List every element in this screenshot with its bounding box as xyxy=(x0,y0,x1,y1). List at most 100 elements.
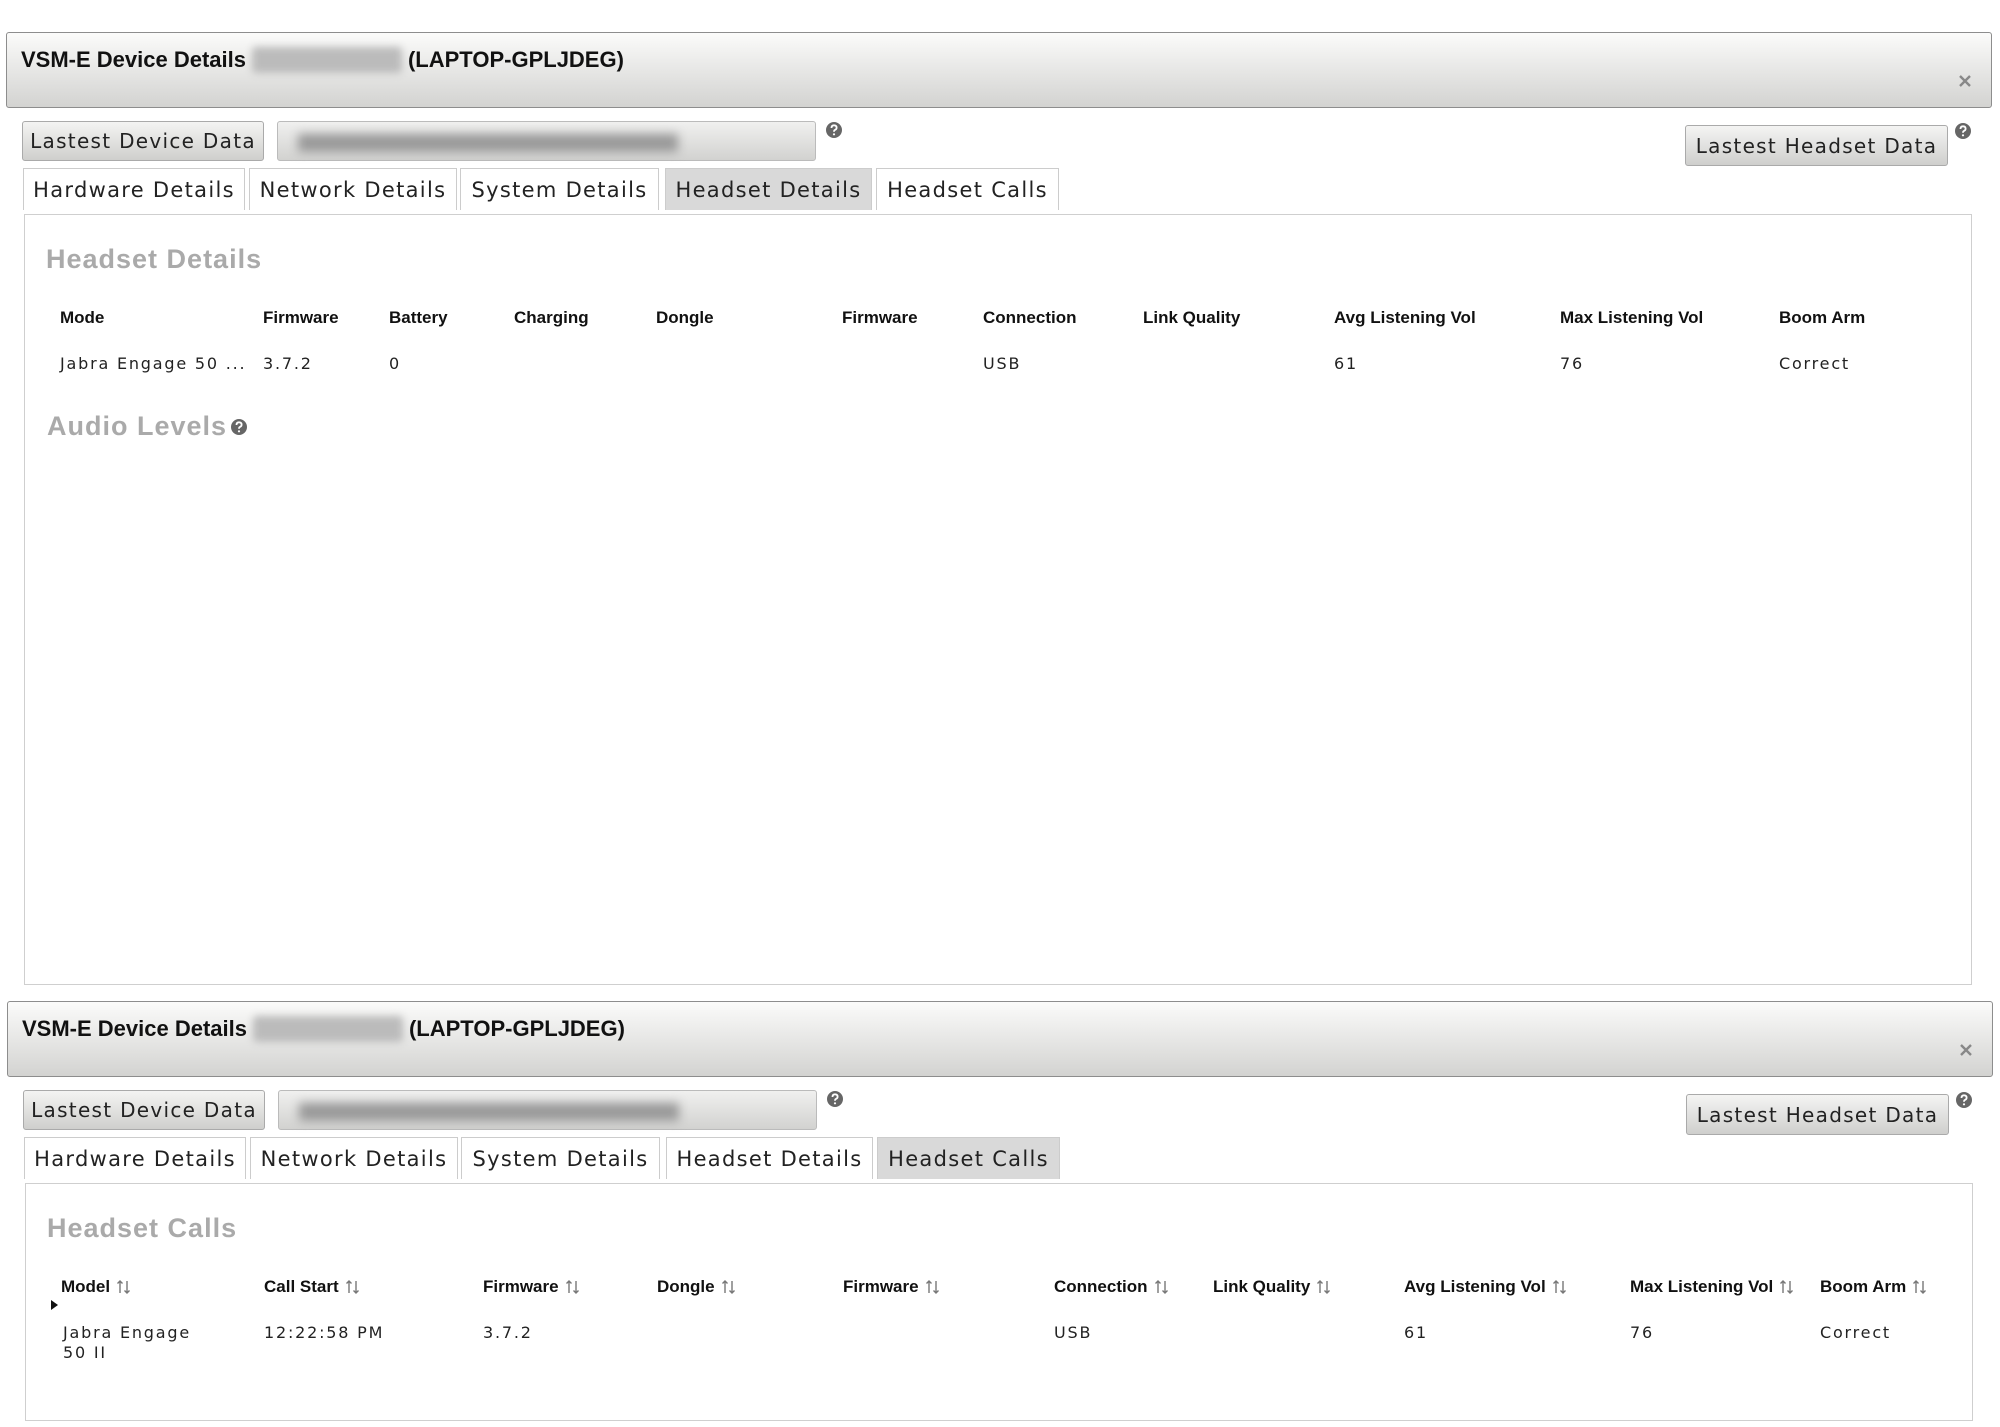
table-cell: 0 xyxy=(389,354,401,373)
table-header: Firmware xyxy=(483,1277,581,1297)
header-text: Max Listening Vol xyxy=(1630,1277,1774,1296)
content-box xyxy=(25,1183,1973,1421)
header-text: Max Listening Vol xyxy=(1560,308,1704,327)
headset-data-button[interactable]: Lastest Headset Data xyxy=(1686,1094,1949,1135)
table-header: Boom Arm xyxy=(1820,1277,1928,1297)
table-header: Firmware xyxy=(263,308,339,328)
header-text: Firmware xyxy=(843,1277,919,1296)
sort-icon[interactable] xyxy=(345,1279,361,1295)
blurred-date xyxy=(298,134,678,152)
sort-icon[interactable] xyxy=(1316,1279,1332,1295)
table-header: Boom Arm xyxy=(1779,308,1865,328)
table-header: Firmware xyxy=(842,308,918,328)
header-text: Link Quality xyxy=(1213,1277,1311,1296)
section-title: Headset Details xyxy=(46,244,263,274)
device: (LAPTOP-GPLJDEG) xyxy=(407,47,624,72)
header-text: Link Quality xyxy=(1143,308,1241,327)
table-cell: 61 xyxy=(1334,354,1358,373)
table-cell: USB xyxy=(983,354,1022,373)
header-text: Connection xyxy=(983,308,1077,327)
table-header: Model xyxy=(61,1277,132,1297)
help-icon[interactable] xyxy=(826,122,842,138)
help-icon[interactable] xyxy=(827,1091,843,1107)
table-header: Firmware xyxy=(843,1277,941,1297)
device-data-button[interactable]: Lastest Device Data xyxy=(22,121,264,161)
table-cell: 76 xyxy=(1630,1323,1654,1342)
blurred-name xyxy=(251,47,402,73)
tab[interactable]: Headset Details xyxy=(665,168,872,210)
blurred-name xyxy=(252,1016,403,1042)
table-cell: 76 xyxy=(1560,354,1584,373)
table-header: Connection xyxy=(1054,1277,1170,1297)
table-header: Dongle xyxy=(657,1277,737,1297)
table-header: Avg Listening Vol xyxy=(1334,308,1476,328)
header-text: Dongle xyxy=(657,1277,715,1296)
table-header: Connection xyxy=(983,308,1077,328)
tab[interactable]: System Details xyxy=(460,168,659,210)
table-cell: 3.7.2 xyxy=(483,1323,533,1342)
tab[interactable]: Network Details xyxy=(249,168,457,210)
table-header: Charging xyxy=(514,308,589,328)
table-cell: 12:22:58 PM xyxy=(264,1323,385,1342)
header-text: Dongle xyxy=(656,308,714,327)
close-icon[interactable] xyxy=(1958,74,1972,88)
blurred-date xyxy=(299,1103,679,1121)
panel-header: VSM-E Device Details (LAPTOP-GPLJDEG) xyxy=(6,32,1992,108)
close-icon[interactable] xyxy=(1959,1043,1973,1057)
tab[interactable]: System Details xyxy=(461,1137,660,1179)
tab[interactable]: Network Details xyxy=(250,1137,458,1179)
sort-icon[interactable] xyxy=(1552,1279,1568,1295)
tab[interactable]: Headset Details xyxy=(666,1137,873,1179)
table-cell: 3.7.2 xyxy=(263,354,313,373)
device-data-button[interactable]: Lastest Device Data xyxy=(23,1090,265,1130)
expand-icon[interactable] xyxy=(50,1299,59,1311)
header-text: Charging xyxy=(514,308,589,327)
table-cell: USB xyxy=(1054,1323,1093,1342)
tab[interactable]: Hardware Details xyxy=(23,168,245,210)
sort-icon[interactable] xyxy=(1779,1279,1795,1295)
table-cell: Jabra Engage 50 ... xyxy=(60,354,247,373)
header-text: Mode xyxy=(60,308,105,327)
header-text: Model xyxy=(61,1277,111,1296)
table-cell: Jabra Engage 50 II xyxy=(63,1323,191,1362)
sort-icon[interactable] xyxy=(1154,1279,1170,1295)
help-icon[interactable] xyxy=(231,419,247,435)
table-header: Avg Listening Vol xyxy=(1404,1277,1568,1297)
header-text: Battery xyxy=(389,308,448,327)
header-text: Boom Arm xyxy=(1820,1277,1907,1296)
sort-icon[interactable] xyxy=(925,1279,941,1295)
table-header: Max Listening Vol xyxy=(1560,308,1703,328)
header-text: Firmware xyxy=(842,308,918,327)
table-cell: 61 xyxy=(1404,1323,1428,1342)
date-range[interactable] xyxy=(277,121,816,161)
tab[interactable]: Headset Calls xyxy=(877,1137,1060,1179)
device: (LAPTOP-GPLJDEG) xyxy=(408,1016,625,1041)
section-title: Headset Calls xyxy=(47,1213,238,1243)
sort-icon[interactable] xyxy=(116,1279,132,1295)
table-cell: Correct xyxy=(1820,1323,1891,1342)
title: VSM-E Device Details xyxy=(21,47,246,72)
table-header: Link Quality xyxy=(1213,1277,1332,1297)
date-range[interactable] xyxy=(278,1090,817,1130)
sort-icon[interactable] xyxy=(1912,1279,1928,1295)
chart-title: Audio Levels xyxy=(47,411,228,441)
panel-title: VSM-E Device Details (LAPTOP-GPLJDEG) xyxy=(21,47,624,73)
content-box xyxy=(24,214,1972,985)
table-header: Max Listening Vol xyxy=(1630,1277,1795,1297)
tab[interactable]: Hardware Details xyxy=(24,1137,246,1179)
help-icon[interactable] xyxy=(1955,123,1971,139)
headset-data-button[interactable]: Lastest Headset Data xyxy=(1685,125,1948,166)
sort-icon[interactable] xyxy=(565,1279,581,1295)
table-header: Call Start xyxy=(264,1277,361,1297)
table-header: Mode xyxy=(60,308,104,328)
table-header: Battery xyxy=(389,308,448,328)
tab[interactable]: Headset Calls xyxy=(876,168,1059,210)
panel-title: VSM-E Device Details (LAPTOP-GPLJDEG) xyxy=(22,1016,625,1042)
title: VSM-E Device Details xyxy=(22,1016,247,1041)
table-cell: Correct xyxy=(1779,354,1850,373)
help-icon[interactable] xyxy=(1956,1092,1972,1108)
sort-icon[interactable] xyxy=(721,1279,737,1295)
table-header: Link Quality xyxy=(1143,308,1240,328)
header-text: Avg Listening Vol xyxy=(1404,1277,1546,1296)
